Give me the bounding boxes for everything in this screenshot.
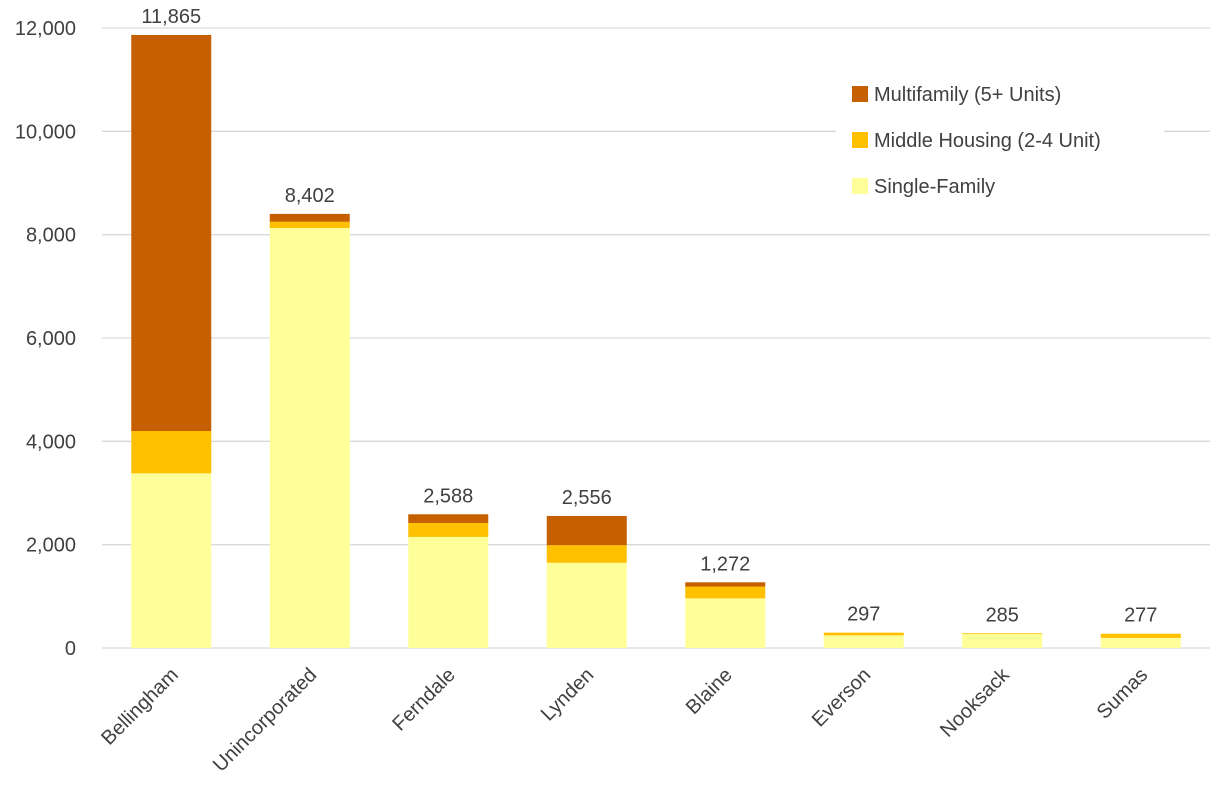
data-label-total: 285 (986, 604, 1019, 626)
x-tick-label: Everson (808, 664, 875, 731)
bar-segment-everson-series-0 (823, 635, 904, 648)
bar-segment-sumas-series-1 (1100, 633, 1181, 638)
bar-segment-nooksack-series-0 (962, 634, 1043, 648)
legend-label: Single-Family (874, 176, 995, 198)
y-tick-label: 6,000 (26, 328, 76, 350)
legend-swatch (852, 86, 868, 102)
y-tick-label: 2,000 (26, 535, 76, 557)
data-label-total: 277 (1124, 605, 1157, 627)
bar-segment-bellingham-series-2 (131, 34, 212, 431)
bar-segment-blaine-series-2 (685, 582, 766, 587)
legend-label: Multifamily (5+ Units) (874, 84, 1061, 106)
data-label-total: 11,865 (141, 6, 201, 28)
y-tick-label: 10,000 (15, 121, 76, 143)
bar-segment-ferndale-series-1 (408, 522, 489, 537)
data-label-total: 2,556 (562, 487, 612, 509)
legend-label: Middle Housing (2-4 Unit) (874, 130, 1101, 152)
bar-segment-bellingham-series-0 (131, 473, 212, 648)
data-label-total: 297 (847, 604, 880, 626)
y-tick-label: 4,000 (26, 431, 76, 453)
bar-segment-blaine-series-1 (685, 586, 766, 599)
bar-segment-lynden-series-1 (546, 545, 627, 563)
data-label-total: 8,402 (285, 185, 335, 207)
x-tick-label: Blaine (682, 664, 737, 719)
data-label-total: 1,272 (700, 553, 750, 575)
bar-segment-ferndale-series-0 (408, 536, 489, 648)
bar-segment-unincorporated-series-0 (269, 227, 350, 648)
x-tick-label: Nooksack (936, 663, 1014, 741)
y-tick-label: 12,000 (15, 18, 76, 40)
legend-swatch (852, 132, 868, 148)
bar-segment-lynden-series-0 (546, 562, 627, 648)
bar-segment-bellingham-series-1 (131, 431, 212, 474)
legend-background (836, 64, 1164, 212)
bar-segment-unincorporated-series-1 (269, 221, 350, 228)
legend-swatch (852, 178, 868, 194)
bar-segment-everson-series-1 (823, 632, 904, 636)
y-tick-label: 8,000 (26, 225, 76, 247)
x-tick-label: Sumas (1093, 664, 1153, 724)
x-tick-label: Bellingham (97, 664, 183, 750)
x-tick-label: Unincorporated (209, 664, 321, 776)
data-label-total: 2,588 (423, 485, 473, 507)
bar-segment-ferndale-series-2 (408, 514, 489, 523)
bar-segment-blaine-series-0 (685, 598, 766, 648)
bar-segment-nooksack-series-1 (962, 633, 1043, 635)
bar-segment-sumas-series-0 (1100, 637, 1181, 648)
x-tick-label: Ferndale (388, 664, 459, 735)
bar-segment-lynden-series-2 (546, 515, 627, 546)
bar-segment-unincorporated-series-2 (269, 213, 350, 222)
x-tick-label: Lynden (537, 664, 598, 725)
y-tick-label: 0 (65, 638, 76, 660)
